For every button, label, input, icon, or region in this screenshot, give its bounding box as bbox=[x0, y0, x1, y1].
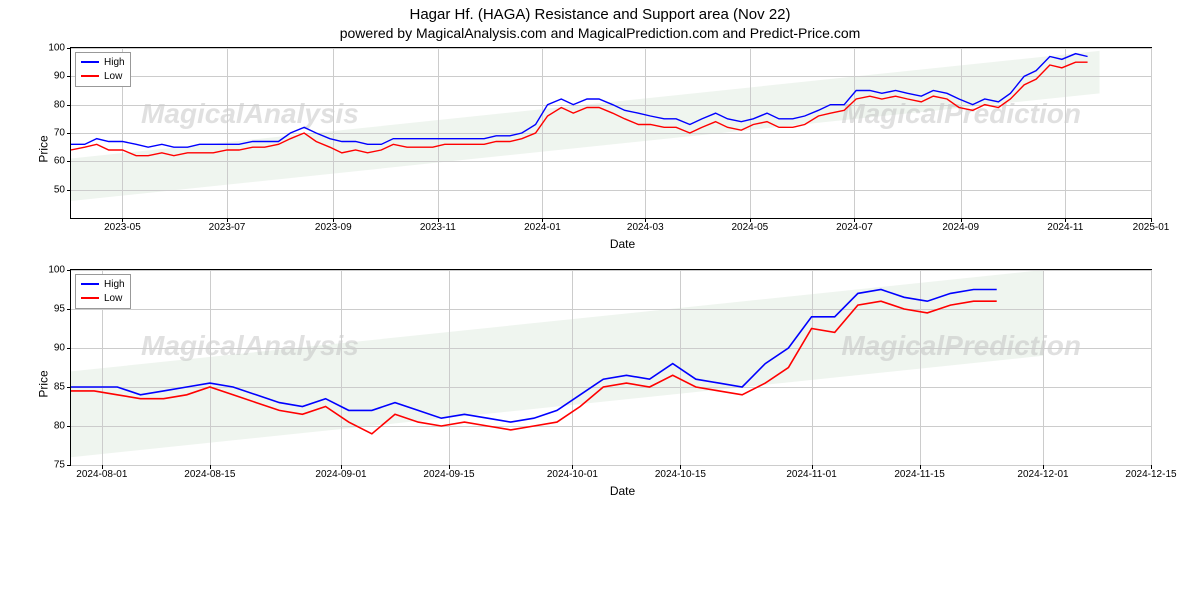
chart1-area: HighLow MagicalAnalysis MagicalPredictio… bbox=[70, 47, 1152, 219]
legend-label: Low bbox=[104, 71, 122, 82]
legend-swatch bbox=[81, 297, 99, 299]
legend-swatch bbox=[81, 61, 99, 63]
legend-swatch bbox=[81, 75, 99, 77]
chart1-xlabel: Date bbox=[70, 237, 1175, 251]
legend-item: High bbox=[81, 55, 125, 69]
chart1-ylabel: Price bbox=[37, 135, 51, 162]
legend-label: High bbox=[104, 279, 125, 290]
legend-label: Low bbox=[104, 293, 122, 304]
legend-item: High bbox=[81, 277, 125, 291]
legend-item: Low bbox=[81, 291, 125, 305]
legend: High Low bbox=[75, 274, 131, 309]
legend-item: Low bbox=[81, 69, 125, 83]
grid-line bbox=[1151, 48, 1152, 218]
legend: High Low bbox=[75, 52, 131, 87]
chart2-area: HighLow MagicalAnalysis MagicalPredictio… bbox=[70, 269, 1152, 466]
legend-swatch bbox=[81, 283, 99, 285]
series-svg bbox=[71, 270, 1151, 465]
subtitle: powered by MagicalAnalysis.com and Magic… bbox=[0, 25, 1200, 41]
chart2-ylabel: Price bbox=[37, 370, 51, 397]
series-svg bbox=[71, 48, 1151, 218]
legend-label: High bbox=[104, 57, 125, 68]
chart2-xlabel: Date bbox=[70, 484, 1175, 498]
grid-line bbox=[1151, 270, 1152, 465]
main-title: Hagar Hf. (HAGA) Resistance and Support … bbox=[0, 6, 1200, 23]
